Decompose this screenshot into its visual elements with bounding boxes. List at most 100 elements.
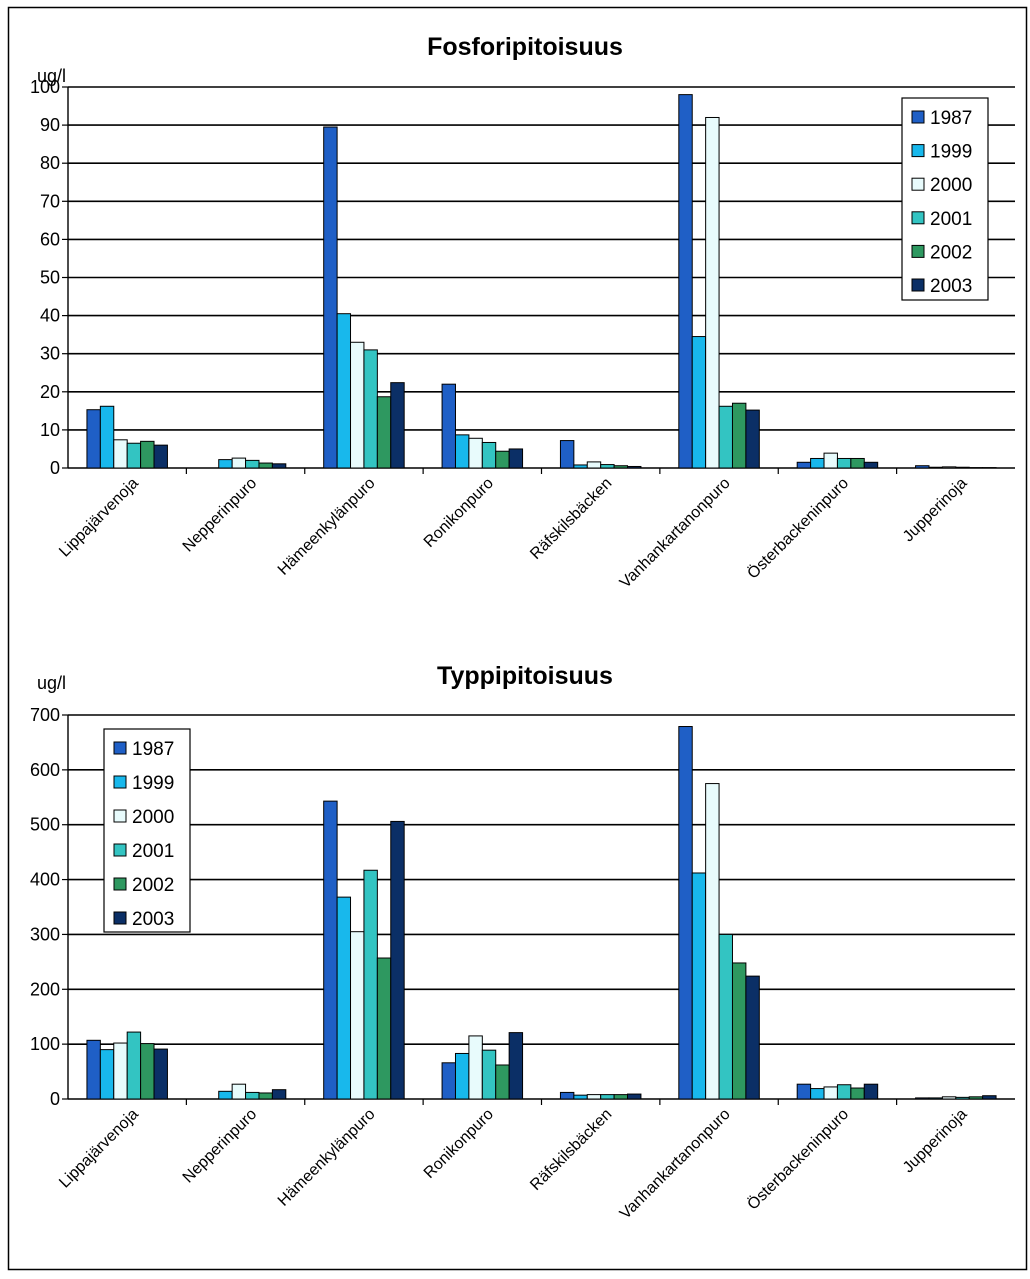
bar-2001 (837, 458, 850, 468)
bar-2003 (391, 821, 404, 1099)
bar-2003 (509, 1033, 522, 1099)
y-tick-label: 300 (30, 924, 60, 944)
bar-1999 (337, 314, 350, 468)
bar-2002 (496, 451, 509, 468)
y-tick-label: 0 (50, 458, 60, 478)
legend-label-2000: 2000 (132, 807, 174, 828)
bar-2000 (587, 1095, 600, 1099)
bar-1999 (811, 458, 824, 468)
bar-2000 (942, 467, 955, 468)
category-label: Österbackeninpuro (744, 1105, 852, 1213)
y-tick-label: 80 (40, 153, 60, 173)
bar-2000 (469, 1036, 482, 1099)
category-label: Österbackeninpuro (744, 474, 852, 582)
bar-1987 (87, 1040, 100, 1099)
legend-swatch-2001 (912, 212, 924, 224)
category-label: Hämeenkylänpuro (275, 1106, 379, 1210)
y-tick-label: 100 (30, 1034, 60, 1054)
bar-2002 (732, 403, 745, 468)
legend-label-2001: 2001 (930, 209, 972, 230)
y-tick-label: 20 (40, 382, 60, 402)
bar-2001 (482, 442, 495, 468)
bar-2000 (824, 1087, 837, 1099)
bar-2000 (469, 438, 482, 468)
legend-label-2003: 2003 (132, 909, 174, 930)
bar-1999 (692, 873, 705, 1099)
bar-2000 (706, 117, 719, 468)
category-label: Lippajärvenoja (56, 475, 142, 561)
bar-2003 (391, 383, 404, 468)
bar-2002 (851, 458, 864, 468)
bar-2000 (824, 453, 837, 468)
bar-2002 (377, 958, 390, 1099)
bar-2001 (246, 1092, 259, 1099)
bar-2003 (509, 449, 522, 468)
bar-1999 (219, 460, 232, 468)
bar-2001 (837, 1085, 850, 1099)
bar-2002 (732, 963, 745, 1099)
bar-1999 (455, 1053, 468, 1099)
bar-2003 (154, 1049, 167, 1099)
nitrogen-chart-svg: Typpipitoisuusug/l0100200300400500600700… (0, 632, 1030, 1274)
bar-2003 (864, 1084, 877, 1099)
bar-1999 (811, 1089, 824, 1099)
category-label: Ronikonpuro (421, 475, 497, 551)
chart-title: Fosforipitoisuus (427, 33, 623, 61)
bar-2002 (377, 397, 390, 468)
legend-label-1999: 1999 (132, 773, 174, 794)
category-label: Vanhankartanonpuro (617, 475, 734, 592)
bar-1987 (87, 410, 100, 468)
y-tick-label: 30 (40, 344, 60, 364)
bar-2000 (942, 1097, 955, 1099)
bar-2001 (127, 1032, 140, 1099)
bar-1999 (574, 465, 587, 468)
bar-2001 (364, 870, 377, 1099)
bar-2001 (956, 467, 969, 468)
legend-label-2002: 2002 (132, 875, 174, 896)
y-tick-label: 60 (40, 229, 60, 249)
bar-2000 (706, 784, 719, 1099)
legend-swatch-2003 (912, 279, 924, 291)
legend-swatch-1987 (114, 742, 126, 754)
bar-2000 (351, 342, 364, 468)
bar-1999 (929, 467, 942, 468)
chart-title: Typpipitoisuus (437, 662, 613, 690)
y-tick-label: 400 (30, 870, 60, 890)
bar-2000 (114, 1043, 127, 1099)
bar-1987 (442, 1063, 455, 1099)
bar-1999 (929, 1098, 942, 1099)
bar-2000 (232, 458, 245, 468)
bar-1987 (916, 466, 929, 468)
category-label: Ronikonpuro (421, 1106, 497, 1182)
y-tick-label: 90 (40, 115, 60, 135)
bar-1999 (455, 435, 468, 468)
y-tick-label: 50 (40, 268, 60, 288)
bar-2001 (719, 934, 732, 1099)
bar-1987 (679, 727, 692, 1099)
bar-2003 (154, 445, 167, 468)
legend-swatch-2002 (912, 245, 924, 257)
bar-2003 (272, 464, 285, 468)
category-label: Nepperinpuro (180, 475, 261, 556)
y-tick-label: 700 (30, 705, 60, 725)
bar-2000 (587, 462, 600, 468)
category-label: Räfskilsbäcken (527, 475, 615, 563)
legend-label-2001: 2001 (132, 841, 174, 862)
legend-swatch-1999 (912, 145, 924, 157)
phosphorus-chart-svg: Fosforipitoisuusug/l01020304050607080901… (0, 0, 1030, 632)
bar-1987 (560, 441, 573, 468)
y-tick-label: 10 (40, 420, 60, 440)
bar-1987 (679, 95, 692, 468)
bar-2002 (614, 1095, 627, 1099)
bar-2000 (114, 440, 127, 468)
y-tick-label: 0 (50, 1089, 60, 1109)
bar-1987 (442, 384, 455, 468)
y-tick-label: 200 (30, 979, 60, 999)
bar-1987 (797, 1084, 810, 1099)
bar-2003 (272, 1090, 285, 1099)
bar-1999 (219, 1091, 232, 1099)
bar-2002 (141, 441, 154, 468)
bar-1999 (100, 406, 113, 468)
bar-1999 (337, 897, 350, 1099)
